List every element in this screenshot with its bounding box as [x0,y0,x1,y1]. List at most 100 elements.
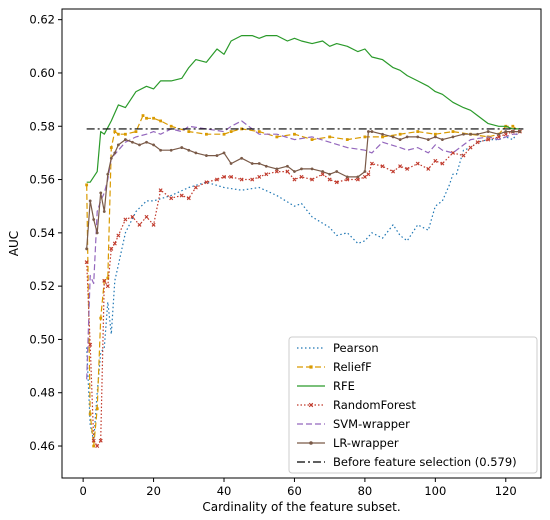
data-point-randomforest [102,278,107,283]
data-point-relieff [275,135,279,139]
data-point-relieff [328,135,332,139]
data-point-lr-wrapper [222,151,226,155]
y-tick-label: 0.52 [29,279,55,293]
data-point-lr-wrapper [205,154,208,157]
data-point-relieff [229,130,233,133]
data-point-lr-wrapper [131,140,134,144]
data-point-randomforest [88,342,93,347]
y-tick-label: 0.62 [29,13,55,27]
data-point-lr-wrapper [106,172,110,176]
data-point-relieff [451,130,455,133]
data-point-randomforest [320,172,325,177]
data-point-randomforest [229,174,234,179]
data-point-randomforest [355,177,360,182]
y-tick-label: 0.58 [29,119,55,133]
data-point-lr-wrapper [504,130,508,133]
data-point-lr-wrapper [250,162,254,165]
data-point-randomforest [193,185,198,190]
data-point-relieff [145,116,148,120]
legend-label: LR-wrapper [333,436,399,450]
data-point-randomforest [503,132,508,137]
data-point-relieff [240,127,244,131]
data-point-lr-wrapper [194,151,198,155]
data-point-lr-wrapper [145,140,148,144]
data-point-lr-wrapper [293,170,296,173]
data-point-randomforest [222,174,227,179]
x-tick-label: 120 [495,484,517,498]
data-point-lr-wrapper [518,130,522,133]
x-tick-label: 20 [146,484,161,498]
x-tick-label: 0 [79,484,86,498]
data-point-randomforest [186,196,191,201]
data-point-lr-wrapper [257,162,261,165]
data-point-relieff [169,124,173,128]
data-point-lr-wrapper [391,135,395,139]
data-point-relieff [106,276,110,280]
data-point-relieff [92,444,96,448]
data-point-randomforest [84,260,89,265]
data-point-lr-wrapper [476,132,480,136]
data-point-randomforest [366,172,371,177]
data-point-randomforest [158,188,163,193]
data-point-relieff [381,135,384,139]
data-point-relieff [345,138,349,141]
data-point-relieff [511,124,515,128]
y-tick-label: 0.54 [29,226,55,240]
data-point-lr-wrapper [426,138,430,141]
data-point-relieff [152,116,155,120]
data-point-lr-wrapper [440,138,444,141]
data-point-randomforest [345,177,350,182]
data-point-randomforest [398,164,403,169]
y-tick-label: 0.50 [29,332,55,346]
data-point-lr-wrapper [102,210,106,213]
y-tick-label: 0.48 [29,386,55,400]
data-point-relieff [95,407,99,411]
data-point-randomforest [130,214,135,219]
y-axis-title: AUC [7,231,21,256]
data-point-randomforest [112,241,117,246]
data-point-randomforest [169,196,174,201]
data-point-lr-wrapper [300,167,303,171]
data-point-relieff [159,119,163,123]
data-point-randomforest [292,177,297,182]
data-point-lr-wrapper [416,135,420,139]
data-point-relieff [398,132,402,136]
data-point-randomforest [151,222,156,227]
x-axis-ticks: 0 20 40 60 80 100 120 [79,478,517,498]
data-point-relieff [310,138,314,141]
series-line-lr-wrapper [86,131,520,249]
data-point-lr-wrapper [367,130,370,133]
data-point-relieff [222,132,226,136]
data-point-relieff [293,132,296,136]
x-tick-label: 40 [217,484,232,498]
y-tick-label: 0.46 [29,439,55,453]
data-point-lr-wrapper [99,191,103,195]
data-point-randomforest [468,145,473,150]
data-point-randomforest [440,161,445,166]
data-point-lr-wrapper [381,132,384,136]
x-axis-title: Cardinality of the feature subset. [202,500,400,514]
data-point-randomforest [105,284,110,289]
legend-label: Before feature selection (0.579) [333,455,517,469]
data-point-lr-wrapper [240,156,244,160]
data-point-randomforest [334,180,339,185]
data-point-randomforest [204,180,209,185]
data-point-randomforest [257,174,262,179]
data-point-randomforest [123,217,128,222]
series-line-rfe [86,34,520,183]
x-tick-label: 60 [287,484,302,498]
x-tick-label: 100 [424,484,446,498]
data-point-lr-wrapper [92,218,96,221]
data-point-lr-wrapper [264,164,268,168]
data-point-lr-wrapper [138,143,141,147]
data-point-relieff [123,132,127,136]
data-point-lr-wrapper [469,132,472,136]
data-point-lr-wrapper [88,199,92,203]
data-point-lr-wrapper [310,167,314,171]
data-point-lr-wrapper [159,148,163,152]
x-tick-label: 80 [358,484,373,498]
data-point-lr-wrapper [123,138,127,141]
data-point-randomforest [362,174,367,179]
data-point-randomforest [461,153,466,158]
